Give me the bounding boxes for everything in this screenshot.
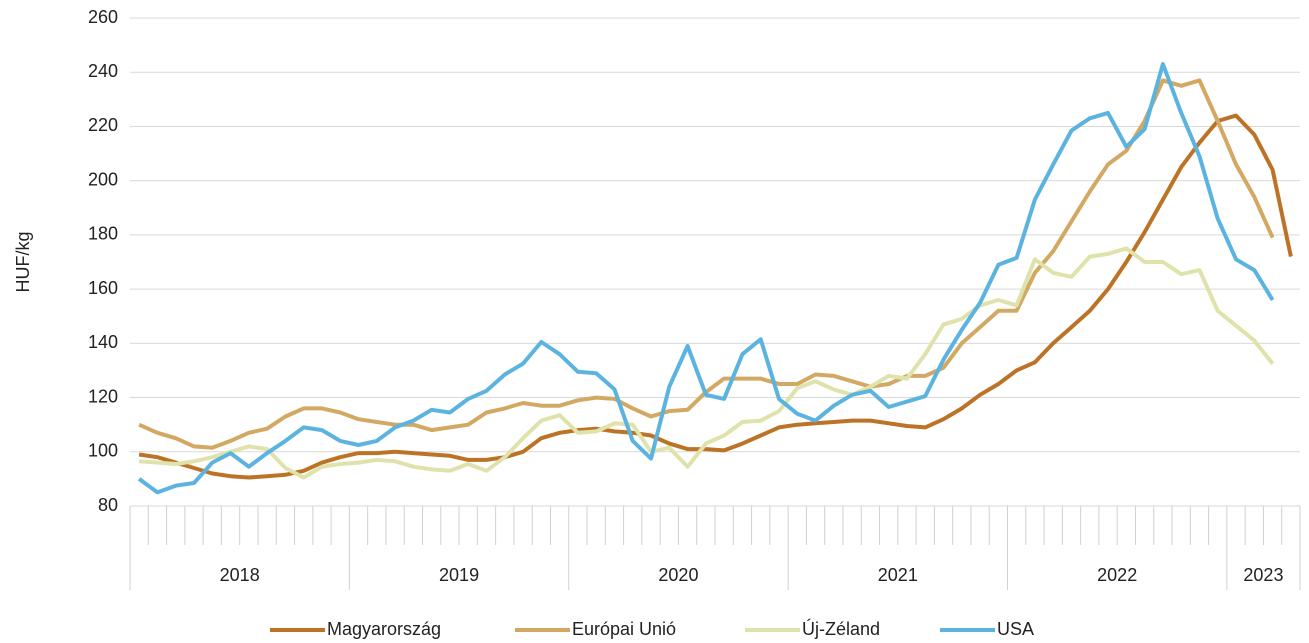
legend-label: USA — [997, 619, 1034, 639]
legend-label: Európai Unió — [572, 619, 676, 639]
x-tick-label: 2023 — [1243, 565, 1283, 585]
y-tick-label: 220 — [88, 115, 118, 135]
data-line — [138, 113, 1293, 480]
y-axis-label: HUF/kg — [13, 231, 33, 292]
y-tick-label: 180 — [88, 224, 118, 244]
y-tick-label: 100 — [88, 441, 118, 461]
data-line — [137, 62, 1275, 495]
x-tick-label: 2020 — [658, 565, 698, 585]
y-tick-label: 120 — [88, 386, 118, 406]
data-line — [138, 246, 1275, 480]
x-tick-label: 2022 — [1097, 565, 1137, 585]
x-tick-label: 2019 — [439, 565, 479, 585]
y-tick-label: 200 — [88, 169, 118, 189]
y-tick-label: 240 — [88, 61, 118, 81]
y-tick-label: 260 — [88, 7, 118, 27]
legend-label: Magyarország — [327, 619, 441, 639]
x-tick-label: 2018 — [220, 565, 260, 585]
y-tick-label: 160 — [88, 278, 118, 298]
x-tick-label: 2021 — [878, 565, 918, 585]
y-tick-label: 80 — [98, 495, 118, 515]
legend-label: Új-Zéland — [802, 618, 880, 639]
y-tick-label: 140 — [88, 332, 118, 352]
